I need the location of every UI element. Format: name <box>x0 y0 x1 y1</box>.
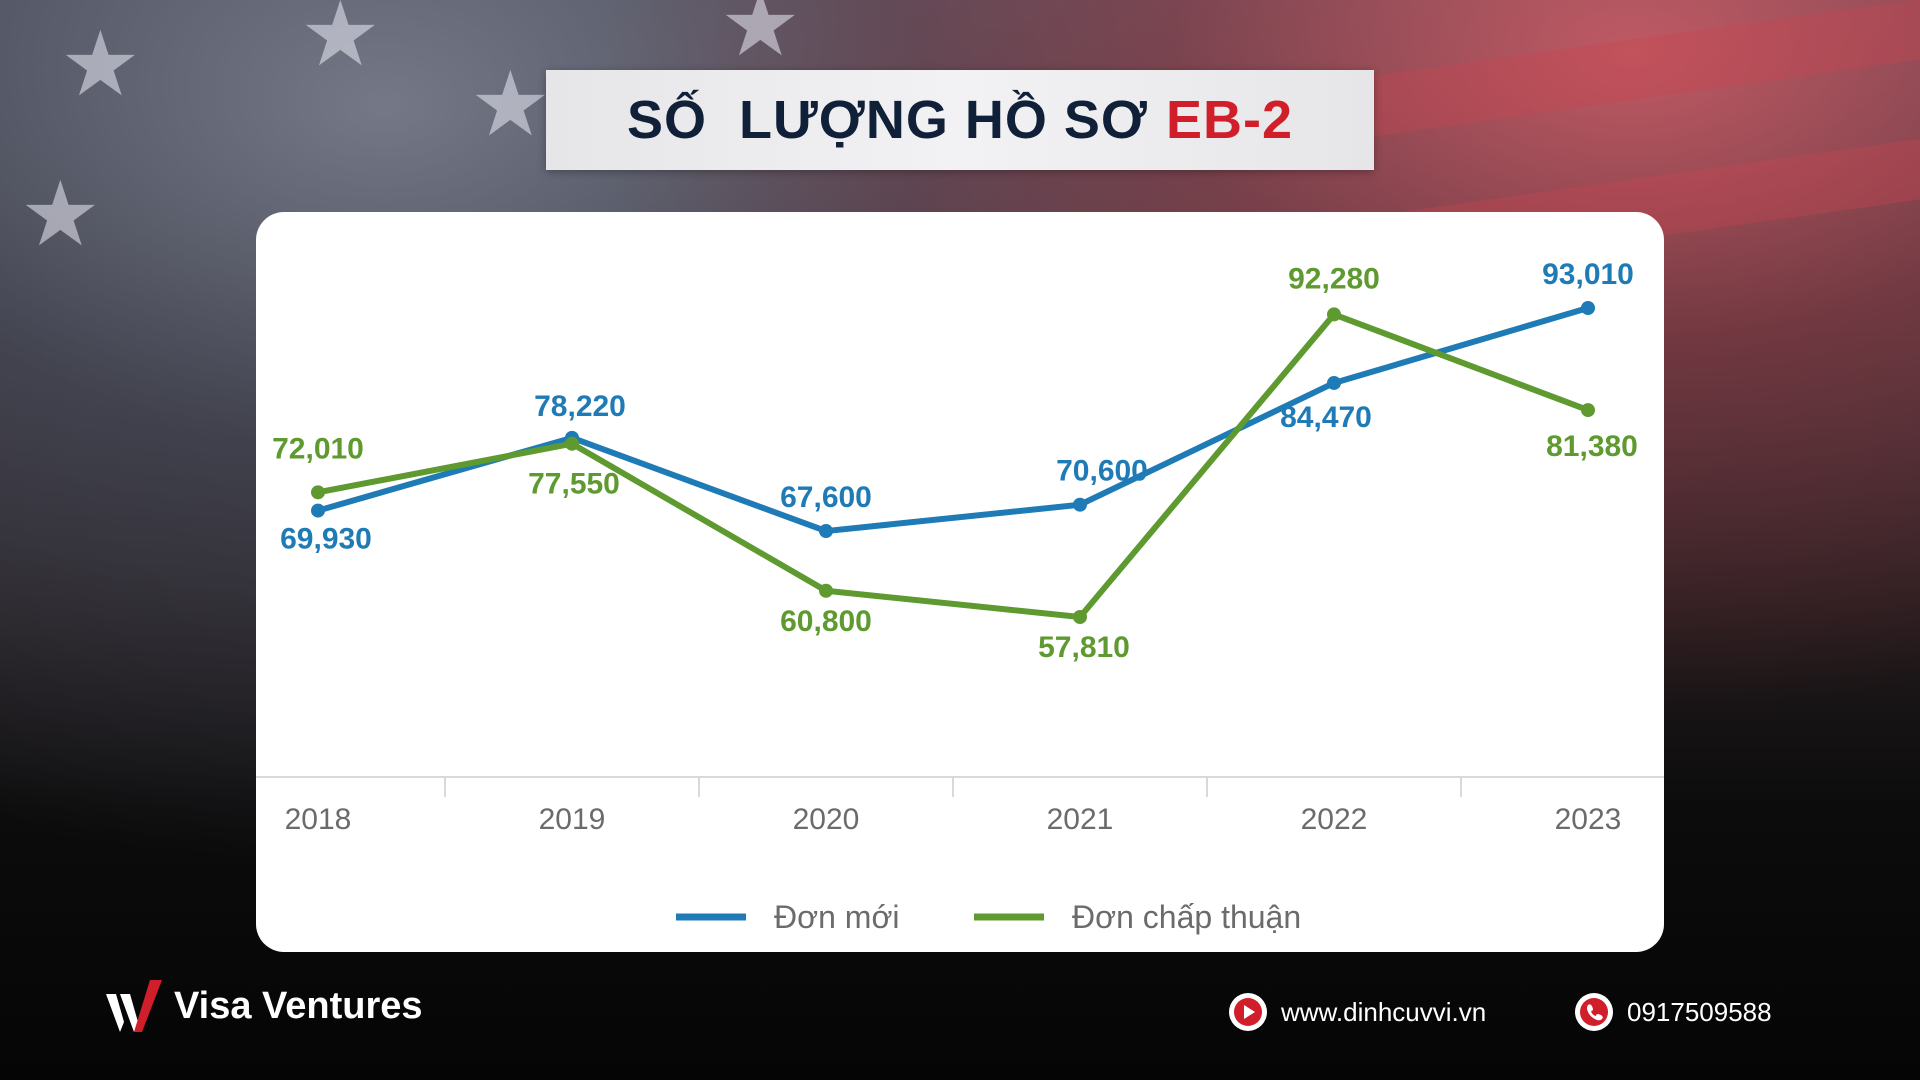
brand-logo: Visa Ventures <box>106 980 423 1032</box>
flag-star-icon: ★ <box>470 55 551 155</box>
data-label: 57,810 <box>1038 631 1130 664</box>
data-point <box>1073 610 1087 624</box>
play-icon <box>1229 993 1267 1031</box>
data-label: 72,010 <box>272 432 364 465</box>
data-point <box>1581 301 1595 315</box>
x-tick-label: 2020 <box>793 803 860 836</box>
legend-label-new: Đơn mới <box>774 899 900 935</box>
x-tick-label: 2023 <box>1555 803 1622 836</box>
brand-name: Visa Ventures <box>174 984 423 1027</box>
line-chart: 2018 2019 2020 2021 2022 2023 69,930 78,220 67,6… <box>256 258 1664 935</box>
data-point <box>1327 375 1341 390</box>
title-accent: EB-2 <box>1165 90 1293 150</box>
phone-icon <box>1575 993 1613 1031</box>
data-label: 81,380 <box>1546 430 1638 463</box>
series-line-approved <box>315 311 1591 620</box>
phone-number[interactable]: 0917509588 <box>1627 996 1772 1027</box>
data-point <box>1581 403 1595 418</box>
data-point <box>565 436 579 451</box>
x-tick-label: 2019 <box>539 803 606 836</box>
data-point <box>1073 497 1087 512</box>
data-label: 78,220 <box>534 390 626 423</box>
website-link[interactable]: www.dinhcuvvi.vn <box>1281 996 1487 1027</box>
phone-contact[interactable]: 0917509588 <box>1575 993 1772 1031</box>
data-point <box>311 503 325 518</box>
title-main: SỐ LƯỢNG HỒ SƠ <box>627 90 1148 150</box>
data-label: 77,550 <box>528 468 620 501</box>
data-label: 92,280 <box>1288 262 1380 295</box>
data-point <box>311 485 325 500</box>
chart-card: 2018 2019 2020 2021 2022 2023 69,930 78,220 67,6… <box>256 212 1664 952</box>
x-tick-label: 2018 <box>285 803 352 836</box>
flag-star-icon: ★ <box>60 15 141 115</box>
data-point <box>819 583 833 598</box>
flag-star-icon: ★ <box>720 0 801 75</box>
data-label: 93,010 <box>1542 258 1634 291</box>
data-label: 67,600 <box>780 481 872 514</box>
website-contact[interactable]: www.dinhcuvvi.vn <box>1229 993 1486 1031</box>
flag-star-icon: ★ <box>300 0 381 85</box>
legend-label-approved: Đơn chấp thuận <box>1072 899 1301 935</box>
flag-star-icon: ★ <box>20 165 101 265</box>
data-label: 69,930 <box>280 523 372 556</box>
data-point <box>1327 307 1341 322</box>
data-point <box>819 524 833 539</box>
title-banner: SỐ LƯỢNG HỒ SƠ EB-2 <box>546 70 1374 170</box>
data-label: 84,470 <box>1280 401 1372 434</box>
data-label: 70,600 <box>1056 455 1148 488</box>
x-tick-label: 2022 <box>1301 803 1368 836</box>
data-label: 60,800 <box>780 605 872 638</box>
visa-ventures-logo-icon <box>106 980 162 1032</box>
x-tick-label: 2021 <box>1047 803 1114 836</box>
